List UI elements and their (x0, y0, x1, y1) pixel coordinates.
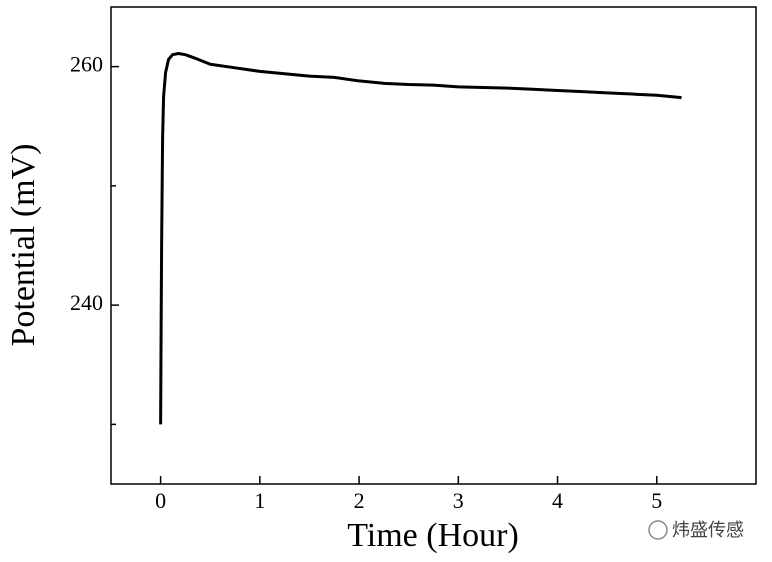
watermark-icon (648, 520, 668, 540)
watermark: 炜盛传感 (672, 520, 744, 541)
x-tick-label: 2 (354, 488, 365, 513)
x-tick-label: 1 (254, 488, 265, 513)
x-tick-label: 4 (552, 488, 563, 513)
x-tick-label: 0 (155, 488, 166, 513)
y-tick-label: 240 (70, 290, 103, 315)
y-tick-label: 260 (70, 52, 103, 77)
x-axis-title: Time (Hour) (347, 517, 519, 554)
plot-frame (110, 6, 757, 485)
y-axis-title: Potential (mV) (5, 143, 42, 346)
x-tick-label: 3 (453, 488, 464, 513)
data-line (159, 52, 682, 425)
x-tick-label: 5 (651, 488, 662, 513)
